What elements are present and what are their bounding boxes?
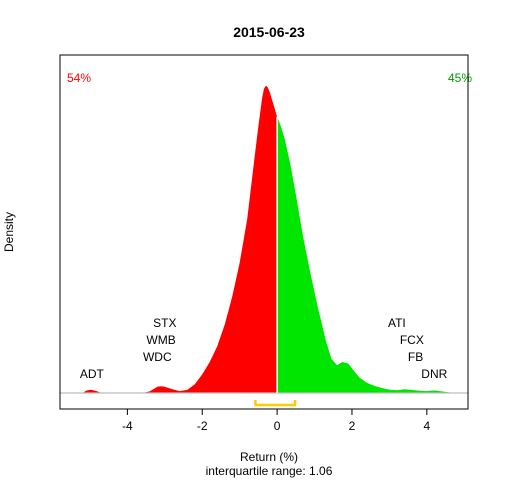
x-axis: -4 -2 0 2 4 [122, 409, 430, 433]
x-tick-label: -4 [122, 419, 133, 433]
plot-area [59, 54, 469, 410]
y-axis-label: Density [2, 212, 16, 252]
ticker-label: DNR [421, 367, 447, 381]
ticker-label: WMB [146, 333, 175, 347]
ticker-label: FB [408, 350, 423, 364]
ticker-labels: STX WMB WDC ADT ATI FCX FB DNR [80, 316, 448, 381]
x-tick-label: -2 [197, 419, 208, 433]
ticker-label: ATI [388, 316, 406, 330]
ticker-label: STX [153, 316, 176, 330]
negative-share-label: 54% [67, 71, 91, 85]
x-tick-label: 2 [349, 419, 356, 433]
ticker-label: ADT [80, 367, 105, 381]
iqr-subtitle: interquartile range: 1.06 [206, 464, 333, 478]
negative-density-area [82, 85, 278, 393]
ticker-label: FCX [400, 333, 424, 347]
x-tick-label: 0 [274, 419, 281, 433]
x-tick-label: 4 [423, 419, 430, 433]
positive-density-area [277, 116, 453, 393]
x-axis-label: Return (%) [240, 450, 298, 464]
positive-share-label: 45% [448, 71, 472, 85]
iqr-bracket [254, 400, 297, 407]
chart-title: 2015-06-23 [233, 24, 305, 40]
ticker-label: WDC [143, 350, 172, 364]
plot-frame [59, 54, 469, 410]
